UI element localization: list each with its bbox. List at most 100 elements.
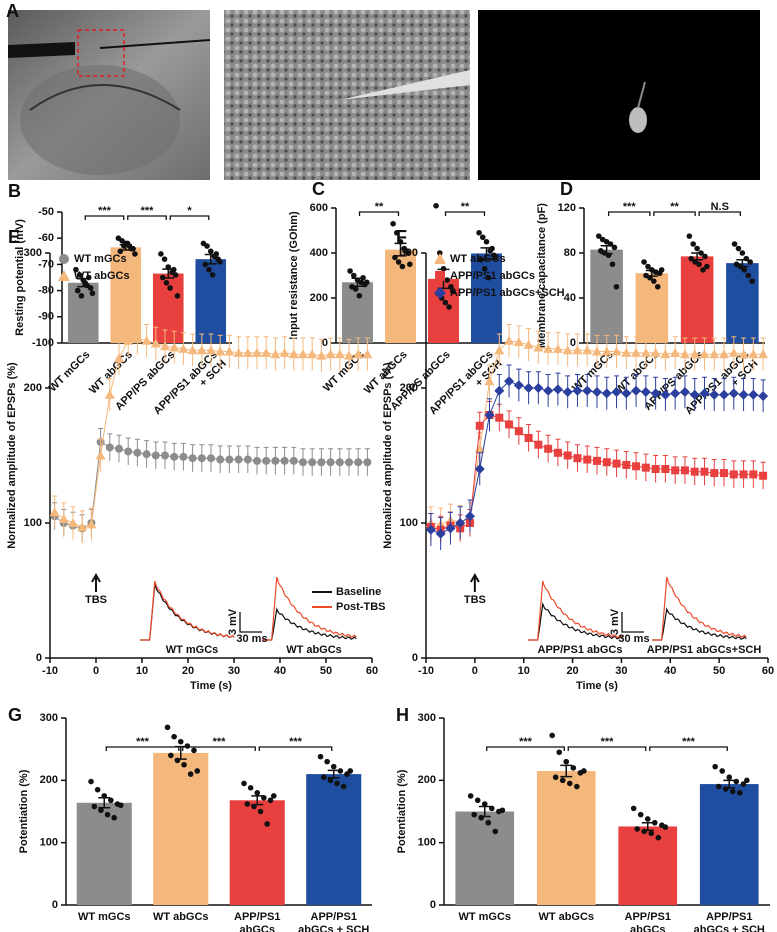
dendrite bbox=[637, 81, 646, 109]
significance-bracket bbox=[486, 746, 565, 751]
data-point bbox=[104, 811, 111, 818]
error-bar bbox=[394, 242, 407, 257]
marker bbox=[524, 433, 533, 442]
x-tick-label: abGCs bbox=[240, 924, 275, 932]
marker bbox=[178, 343, 189, 353]
marker bbox=[123, 335, 134, 345]
example-trace bbox=[140, 580, 235, 641]
data-point bbox=[78, 293, 85, 299]
x-tick-label: 60 bbox=[366, 665, 378, 677]
x-tick-label: 30 bbox=[228, 665, 240, 677]
y-tick-label: 200 bbox=[310, 292, 328, 304]
y-tick-label: 400 bbox=[310, 247, 328, 259]
marker bbox=[308, 458, 317, 467]
marker bbox=[641, 463, 650, 472]
panel-letter: C bbox=[312, 179, 325, 199]
marker bbox=[242, 347, 253, 357]
marker bbox=[552, 343, 563, 353]
marker bbox=[505, 420, 514, 429]
marker bbox=[758, 391, 769, 402]
data-point bbox=[98, 807, 104, 814]
inset-caption: WT abGCs bbox=[286, 644, 342, 656]
data-point bbox=[244, 801, 251, 807]
data-point bbox=[257, 808, 264, 815]
bar bbox=[635, 273, 669, 343]
marker bbox=[77, 522, 88, 532]
data-point bbox=[204, 243, 210, 249]
data-point bbox=[655, 834, 662, 841]
data-point bbox=[741, 267, 748, 273]
significance-bracket bbox=[358, 211, 400, 216]
legend-label: WT abGCs bbox=[74, 270, 130, 282]
data-point bbox=[74, 287, 81, 294]
data-point bbox=[207, 248, 214, 255]
marker bbox=[216, 455, 225, 464]
data-point bbox=[467, 793, 474, 799]
x-tick-label: WT abGCs bbox=[538, 911, 594, 923]
x-tick-label: 0 bbox=[93, 665, 99, 677]
data-point bbox=[241, 780, 247, 787]
marker bbox=[504, 335, 515, 345]
error-bar bbox=[327, 769, 340, 779]
significance-bracket bbox=[444, 211, 486, 216]
significance-label: *** bbox=[136, 736, 150, 748]
data-point bbox=[254, 790, 261, 796]
marker bbox=[445, 523, 456, 534]
data-point bbox=[267, 797, 274, 804]
data-point bbox=[206, 266, 212, 273]
marker bbox=[95, 450, 106, 460]
pipette bbox=[99, 39, 211, 49]
data-point bbox=[476, 229, 482, 236]
significance-bracket bbox=[105, 746, 180, 751]
stimulus-arrow bbox=[91, 572, 101, 592]
significance-bracket bbox=[84, 215, 125, 220]
bar bbox=[342, 282, 373, 343]
y-tick-label: 200 bbox=[40, 774, 58, 786]
data-point bbox=[549, 732, 555, 739]
data-point bbox=[181, 761, 187, 768]
legend-marker bbox=[58, 270, 70, 281]
marker bbox=[160, 341, 170, 351]
marker bbox=[601, 346, 612, 356]
marker bbox=[728, 388, 739, 399]
marker bbox=[207, 454, 215, 463]
y-tick-label: -90 bbox=[38, 311, 54, 323]
significance-label: ** bbox=[375, 201, 384, 213]
panel-letter: E bbox=[8, 227, 20, 247]
marker bbox=[464, 511, 475, 522]
data-point bbox=[76, 272, 83, 278]
example-trace bbox=[262, 607, 357, 641]
data-point bbox=[352, 286, 359, 292]
data-point bbox=[690, 241, 697, 247]
marker bbox=[622, 460, 631, 469]
data-point bbox=[715, 783, 722, 790]
data-point bbox=[696, 261, 702, 268]
significance-label: N.S bbox=[711, 201, 729, 213]
marker bbox=[759, 471, 768, 480]
error-bar bbox=[600, 244, 613, 255]
data-point bbox=[740, 781, 747, 787]
data-point bbox=[726, 774, 733, 781]
data-point bbox=[73, 266, 79, 273]
x-tick-label: APP/PS1 bbox=[706, 911, 752, 923]
example-trace bbox=[652, 607, 747, 641]
data-point bbox=[483, 238, 490, 245]
marker bbox=[142, 450, 151, 459]
marker bbox=[196, 345, 207, 355]
legend-label: Post-TBS bbox=[336, 601, 386, 613]
data-point bbox=[88, 778, 94, 785]
x-tick-label: -10 bbox=[42, 665, 58, 677]
marker bbox=[363, 458, 372, 467]
bar bbox=[455, 811, 515, 905]
error-bar bbox=[98, 797, 111, 809]
marker bbox=[86, 519, 97, 529]
y-tick-label: -50 bbox=[38, 206, 54, 218]
marker bbox=[582, 345, 593, 355]
legend-label: Baseline bbox=[336, 586, 381, 598]
marker bbox=[748, 349, 759, 359]
marker bbox=[326, 458, 335, 467]
x-tick-label: APP/PS1 bbox=[311, 911, 357, 923]
x-tick-label: 40 bbox=[274, 665, 286, 677]
data-point bbox=[644, 816, 651, 822]
